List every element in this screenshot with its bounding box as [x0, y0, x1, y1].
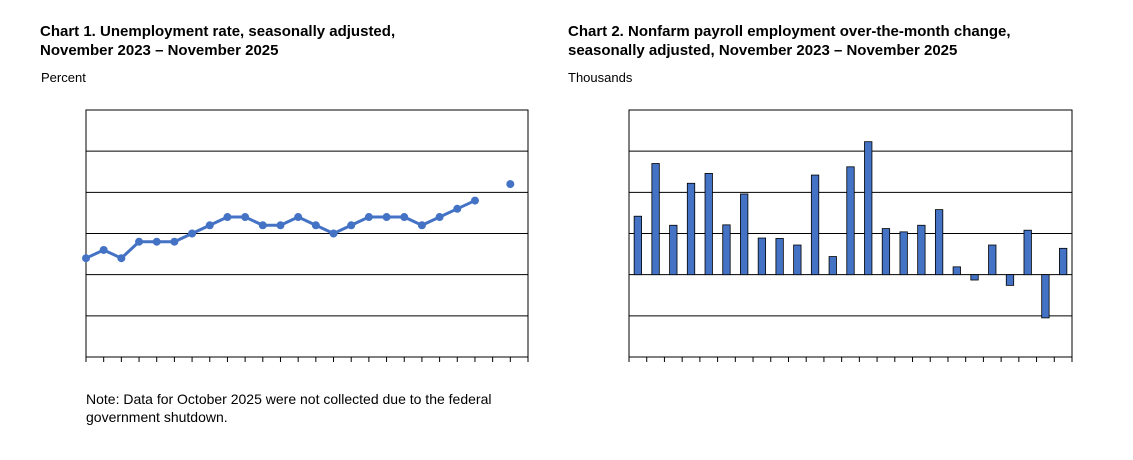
- chart1-data-point: [241, 213, 250, 222]
- chart1-data-point: [311, 221, 320, 230]
- chart1-data-point: [382, 213, 391, 222]
- chart2-bar: [1041, 274, 1050, 319]
- chart2-bar: [1059, 247, 1068, 276]
- chart1-data-point: [417, 221, 426, 230]
- chart1-note: Note: Data for October 2025 were not col…: [86, 391, 492, 425]
- chart2-bar: [740, 193, 749, 276]
- chart2-bar: [686, 182, 696, 276]
- chart2-bar: [775, 238, 784, 276]
- chart1-data-point: [294, 213, 303, 222]
- chart1-data-point: [347, 221, 356, 230]
- chart1-data-point: [99, 245, 108, 254]
- chart1-data-point: [364, 213, 373, 222]
- chart2-bar: [952, 266, 961, 276]
- chart2-bar: [704, 172, 713, 276]
- chart2-bar: [899, 231, 908, 276]
- chart1-data-point: [205, 221, 214, 230]
- chart2-bar: [633, 215, 642, 276]
- chart2-bar: [846, 166, 855, 276]
- chart2-bar: [722, 224, 731, 276]
- chart1-data-point: [223, 213, 232, 222]
- chart1-data-point: [188, 229, 197, 238]
- chart2-bar: [988, 244, 997, 276]
- chart1-data-point: [435, 213, 444, 222]
- chart1-ylabel: Percent: [41, 70, 86, 85]
- chart1-data-point: [170, 237, 179, 246]
- chart2-bar: [669, 224, 678, 276]
- chart1-data-point: [258, 221, 267, 230]
- chart1-data-point: [152, 237, 161, 246]
- chart2-title: Chart 2. Nonfarm payroll employment over…: [568, 23, 1011, 59]
- chart2-bar: [934, 209, 944, 276]
- chart1-data-point: [400, 213, 409, 222]
- chart2-bar: [793, 244, 802, 276]
- chart1-data-point: [506, 180, 515, 189]
- chart2-bar: [970, 274, 979, 281]
- chart1-title: Chart 1. Unemployment rate, seasonally a…: [40, 23, 396, 59]
- chart1-data-point: [135, 237, 144, 246]
- chart1-data-point: [453, 204, 462, 213]
- chart2-bar: [651, 163, 660, 276]
- chart1-data-point: [329, 229, 338, 238]
- chart2-bar: [1005, 274, 1015, 286]
- chart1-data-point: [470, 196, 479, 205]
- chart1-data-point: [82, 254, 90, 263]
- chart2-bar: [828, 256, 837, 276]
- chart2-bar: [810, 174, 820, 276]
- chart2-bar: [757, 237, 767, 276]
- chart2-bar: [917, 224, 926, 276]
- chart2-ylabel: Thousands: [568, 70, 633, 85]
- chart2-bar: [1023, 229, 1032, 276]
- chart1-data-point: [276, 221, 285, 230]
- chart1-data-point: [117, 254, 126, 263]
- chart2-bar: [864, 141, 873, 276]
- chart2-bar: [881, 228, 891, 276]
